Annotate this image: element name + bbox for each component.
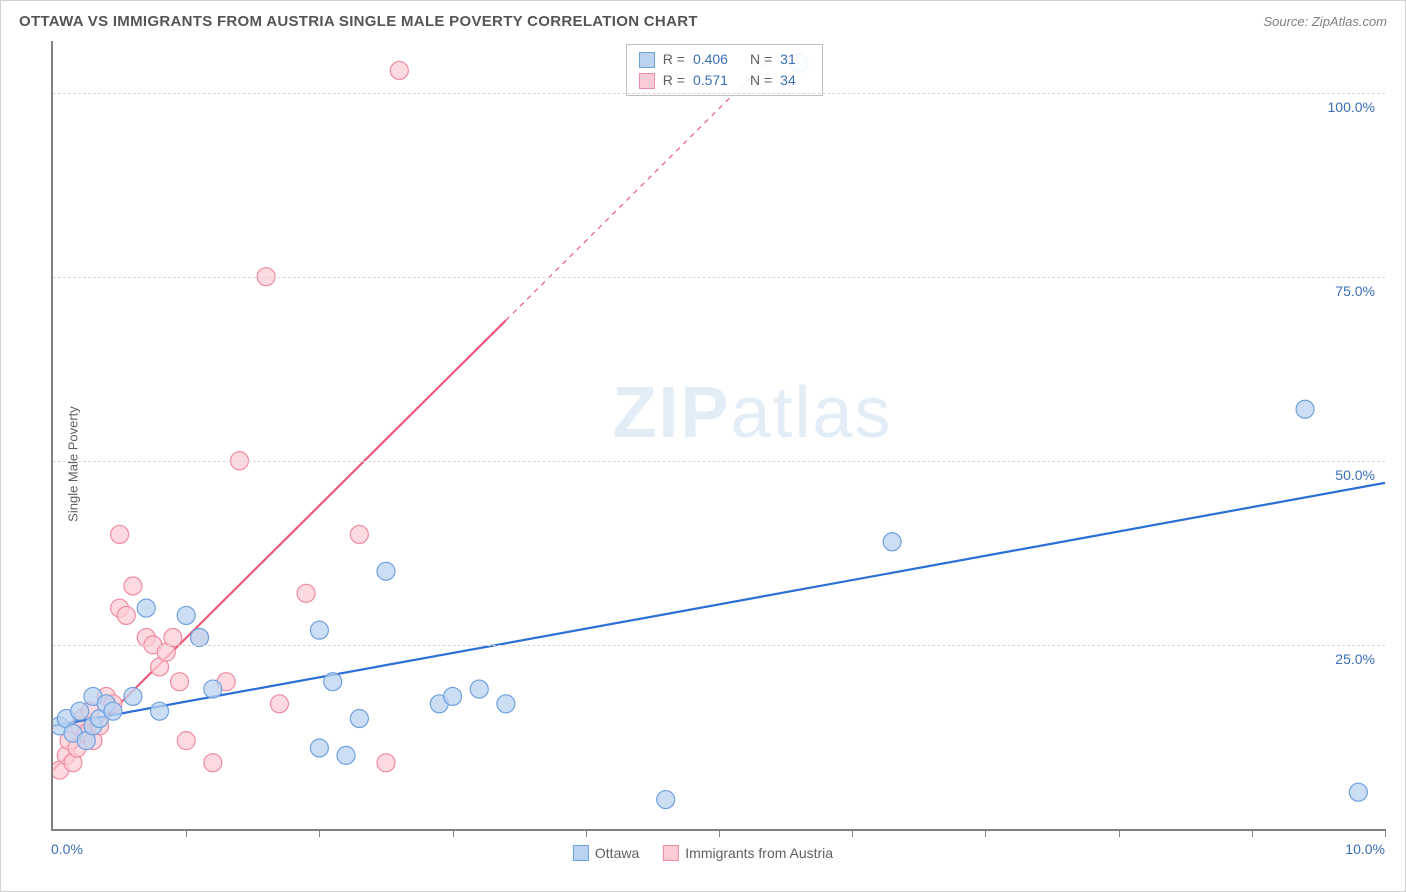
stats-r-austria: 0.571 — [693, 70, 728, 91]
watermark: ZIPatlas — [612, 372, 892, 454]
x-label-min: 0.0% — [51, 841, 83, 857]
legend-item-ottawa: Ottawa — [573, 845, 639, 861]
plot-wrapper: Single Male Poverty ZIPatlas R = 0.406 N… — [1, 37, 1405, 891]
legend-swatch-ottawa — [573, 845, 589, 861]
x-tick — [852, 829, 853, 837]
x-tick — [586, 829, 587, 837]
gridline — [53, 93, 1385, 94]
stats-r-ottawa: 0.406 — [693, 49, 728, 70]
plot-area: ZIPatlas R = 0.406 N = 31 R = 0.571 N = … — [51, 41, 1385, 831]
y-tick-label: 75.0% — [1335, 283, 1375, 299]
x-label-max: 10.0% — [1345, 841, 1385, 857]
stats-r-label: R = — [663, 49, 685, 70]
chart-title: OTTAWA VS IMMIGRANTS FROM AUSTRIA SINGLE… — [19, 13, 698, 30]
watermark-atlas: atlas — [730, 373, 892, 453]
watermark-zip: ZIP — [612, 373, 730, 453]
legend-label-ottawa: Ottawa — [595, 845, 639, 861]
stats-row-austria: R = 0.571 N = 34 — [639, 70, 810, 91]
chart-svg — [53, 41, 1385, 829]
y-tick-label: 25.0% — [1335, 651, 1375, 667]
stats-swatch-austria — [639, 73, 655, 89]
legend-label-austria: Immigrants from Austria — [685, 845, 833, 861]
stats-n-austria: 34 — [780, 70, 796, 91]
x-tick — [985, 829, 986, 837]
title-bar: OTTAWA VS IMMIGRANTS FROM AUSTRIA SINGLE… — [1, 1, 1405, 37]
x-tick — [186, 829, 187, 837]
x-tick — [1252, 829, 1253, 837]
x-tick — [1119, 829, 1120, 837]
stats-box: R = 0.406 N = 31 R = 0.571 N = 34 — [626, 44, 823, 96]
gridline — [53, 645, 1385, 646]
legend: Ottawa Immigrants from Austria — [573, 845, 833, 861]
stats-swatch-ottawa — [639, 52, 655, 68]
stats-row-ottawa: R = 0.406 N = 31 — [639, 49, 810, 70]
gridline — [53, 461, 1385, 462]
stats-n-label: N = — [750, 49, 772, 70]
y-tick-label: 50.0% — [1335, 467, 1375, 483]
stats-r-label-2: R = — [663, 70, 685, 91]
gridline — [53, 277, 1385, 278]
source-attribution: Source: ZipAtlas.com — [1263, 14, 1387, 29]
y-tick-label: 100.0% — [1328, 99, 1375, 115]
stats-n-label-2: N = — [750, 70, 772, 91]
stats-n-ottawa: 31 — [780, 49, 796, 70]
x-tick — [1385, 829, 1386, 837]
x-tick — [453, 829, 454, 837]
chart-container: OTTAWA VS IMMIGRANTS FROM AUSTRIA SINGLE… — [0, 0, 1406, 892]
legend-swatch-austria — [663, 845, 679, 861]
legend-item-austria: Immigrants from Austria — [663, 845, 833, 861]
x-tick — [319, 829, 320, 837]
x-tick — [719, 829, 720, 837]
